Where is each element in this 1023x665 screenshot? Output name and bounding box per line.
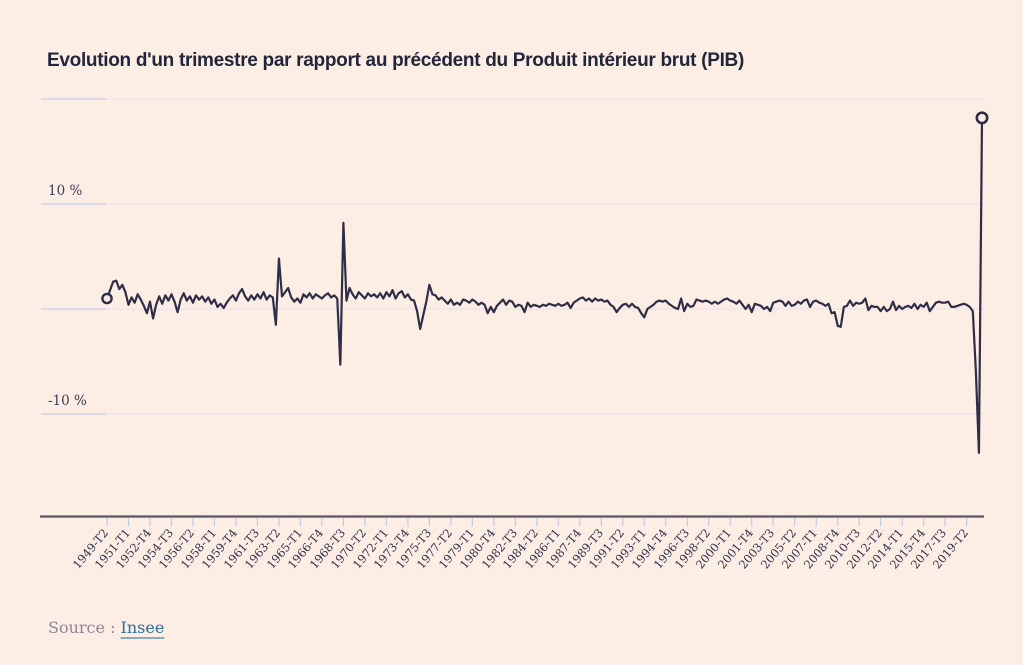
source-link-insee[interactable]: Insee <box>120 618 165 637</box>
chart-title: Evolution d'un trimestre par rapport au … <box>47 50 744 71</box>
gdp-line-series <box>105 116 984 454</box>
source-line: Source : Insee <box>48 618 164 637</box>
y-axis-label: 10 % <box>48 183 83 199</box>
series-start-marker <box>101 292 113 305</box>
source-label: Source : <box>48 618 116 637</box>
y-axis-label: -10 % <box>48 393 87 409</box>
series-end-marker <box>975 111 989 125</box>
